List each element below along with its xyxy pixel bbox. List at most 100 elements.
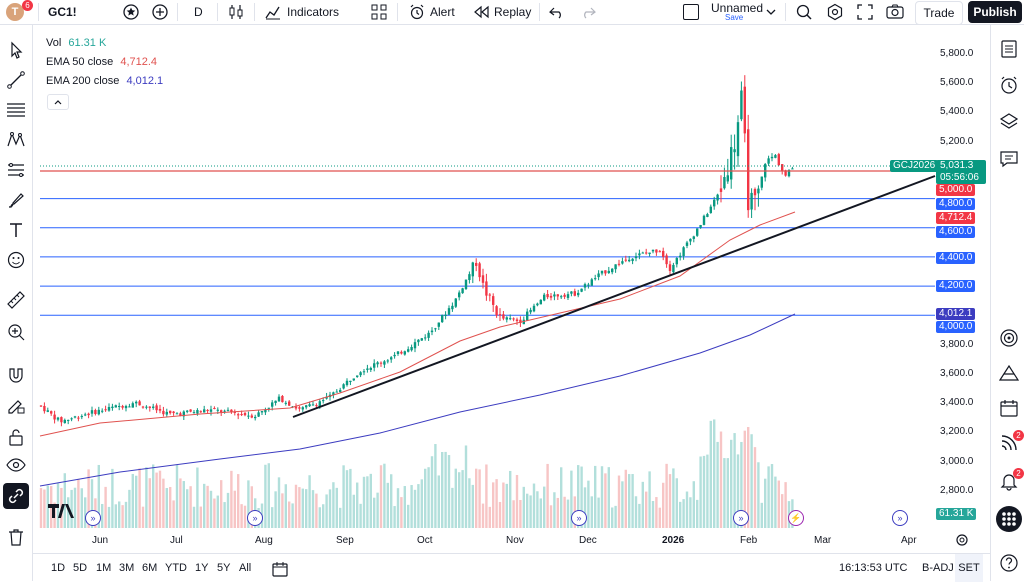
volume-bar [617, 475, 621, 528]
add-symbol-icon[interactable] [151, 0, 169, 24]
alarm-clock-icon [410, 4, 424, 20]
candles-icon[interactable] [228, 0, 244, 24]
volume-bar [730, 439, 733, 528]
apps-icon[interactable] [996, 506, 1022, 532]
candle-body [638, 253, 641, 256]
help-icon[interactable] [999, 553, 1019, 573]
pencil-lock-icon[interactable] [6, 395, 26, 415]
brush-icon[interactable] [6, 190, 26, 210]
layout-checkbox[interactable] [683, 0, 699, 24]
volume-bar [543, 486, 546, 528]
candle-body [662, 250, 665, 257]
volume-bar [182, 481, 185, 528]
templates-icon[interactable] [371, 0, 387, 24]
dividend-event-icon[interactable]: » [85, 510, 101, 526]
lightning-event-icon[interactable]: ⚡ [788, 510, 804, 526]
horizontal-lines-icon[interactable] [6, 100, 26, 120]
range-all[interactable]: All [239, 562, 252, 574]
volume-bar [774, 476, 777, 528]
volume-bar [587, 480, 590, 528]
alerts-clock-icon[interactable] [999, 75, 1019, 95]
redo-icon[interactable] [580, 0, 596, 24]
volume-bar [165, 488, 168, 528]
trade-button[interactable]: Trade [915, 1, 963, 25]
ema50-legend[interactable]: EMA 50 close 4,712.4 [46, 56, 158, 68]
text-icon[interactable] [6, 220, 26, 240]
volume-bar [145, 467, 148, 528]
replay-button[interactable]: Replay [473, 0, 531, 24]
cursor-icon[interactable] [6, 40, 26, 60]
range-5y[interactable]: 5Y [217, 562, 231, 574]
interval-button[interactable]: D [194, 5, 203, 19]
emoji-icon[interactable] [6, 250, 26, 270]
candle-body [376, 362, 379, 365]
clock[interactable]: 16:13:53 UTC [839, 562, 908, 574]
fullscreen-icon[interactable] [857, 0, 873, 24]
target-icon[interactable] [999, 328, 1019, 348]
quick-search-icon[interactable] [795, 0, 813, 24]
range-1m[interactable]: 1M [96, 562, 112, 574]
volume-bar [702, 455, 706, 528]
volume-bar [665, 463, 668, 528]
volume-bar [645, 491, 648, 528]
volume-bar [111, 468, 114, 528]
ema200-legend[interactable]: EMA 200 close 4,012.1 [46, 75, 164, 87]
eye-icon[interactable] [6, 455, 26, 475]
range-ytd[interactable]: YTD [165, 562, 187, 574]
range-1d[interactable]: 1D [51, 562, 66, 574]
range-5d[interactable]: 5D [73, 562, 88, 574]
chat-icon[interactable] [999, 149, 1019, 169]
candle-body [390, 357, 393, 360]
range-3m[interactable]: 3M [119, 562, 135, 574]
watch-icon[interactable] [122, 0, 140, 24]
settings-icon[interactable] [826, 0, 844, 24]
trend-line-icon[interactable] [6, 70, 26, 90]
layout-name[interactable]: Unnamed [711, 1, 764, 15]
alert-button[interactable]: Alert [409, 0, 455, 24]
undo-icon[interactable] [549, 0, 565, 24]
symbol-search[interactable]: GC1! [48, 5, 77, 19]
watchlist-icon[interactable] [999, 39, 1019, 59]
adjustment-toggle[interactable]: B-ADJ [922, 562, 954, 574]
zoom-in-icon[interactable] [6, 322, 26, 342]
publish-button[interactable]: Publish [968, 1, 1022, 23]
volume-bar [148, 478, 151, 528]
volume-legend[interactable]: Vol 61.31 K [46, 37, 107, 49]
prediction-icon[interactable] [6, 160, 26, 180]
feed-icon[interactable] [999, 433, 1019, 453]
pattern-icon[interactable] [6, 130, 26, 150]
calendar-icon[interactable] [999, 398, 1019, 418]
volume-bar [424, 468, 427, 528]
dividend-event-icon[interactable]: » [247, 510, 263, 526]
range-1y[interactable]: 1Y [195, 562, 209, 574]
volume-bar [199, 506, 202, 528]
volume-bar [651, 501, 655, 528]
dividend-event-icon[interactable]: » [892, 510, 908, 526]
collapse-legend-button[interactable] [47, 94, 69, 110]
mountain-icon[interactable] [999, 363, 1019, 383]
chevron-down-icon[interactable] [766, 0, 776, 24]
dividend-event-icon[interactable]: » [733, 510, 749, 526]
link-icon[interactable] [3, 483, 29, 509]
candle-body [410, 346, 413, 351]
candle-body [73, 416, 77, 418]
bell-icon[interactable] [999, 471, 1019, 491]
volume-bar [403, 486, 406, 528]
ruler-icon[interactable] [6, 290, 26, 310]
session-toggle[interactable]: SET [955, 554, 983, 582]
date-range-icon[interactable] [272, 561, 288, 577]
magnet-icon[interactable] [6, 365, 26, 385]
layers-icon[interactable] [999, 112, 1019, 132]
volume-bar [284, 484, 287, 528]
trash-icon[interactable] [6, 527, 26, 547]
dividend-event-icon[interactable]: » [571, 510, 587, 526]
camera-icon[interactable] [886, 0, 904, 24]
volume-bar [526, 493, 529, 528]
avatar[interactable]: T [6, 3, 24, 21]
range-6m[interactable]: 6M [142, 562, 158, 574]
lock-icon[interactable] [6, 427, 26, 447]
candle-body [63, 419, 66, 424]
indicators-button[interactable]: Indicators [264, 0, 339, 24]
axis-settings-icon[interactable] [955, 533, 969, 547]
